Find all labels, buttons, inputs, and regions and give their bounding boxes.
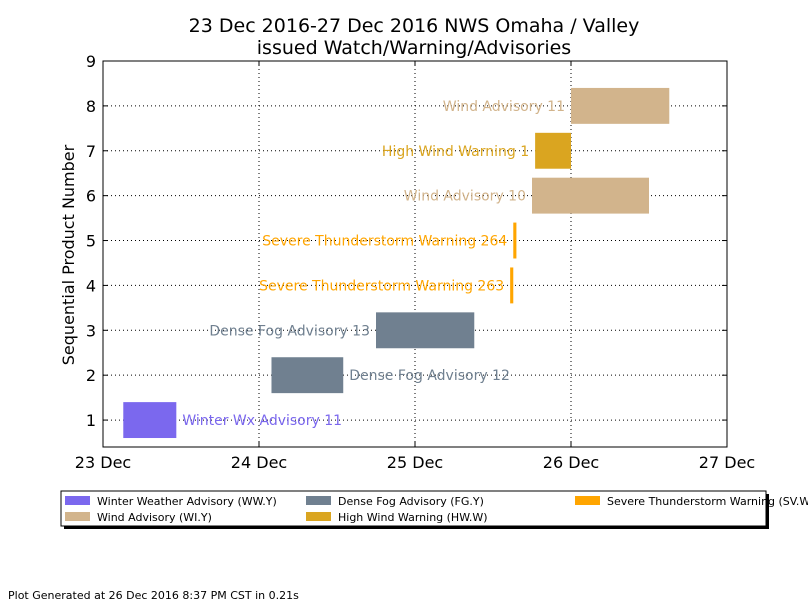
- chart-title-line2: issued Watch/Warning/Advisories: [257, 37, 571, 59]
- x-tick-label: 24 Dec: [231, 453, 287, 472]
- legend-swatch: [575, 496, 600, 505]
- y-tick-label: 2: [86, 366, 96, 385]
- legend: Winter Weather Advisory (WW.Y) Dense Fog …: [60, 490, 808, 529]
- y-tick-label: 4: [86, 276, 96, 295]
- product-bar: [571, 87, 670, 124]
- y-tick-label: 1: [86, 411, 96, 430]
- legend-label: Winter Weather Advisory (WW.Y): [97, 495, 277, 508]
- chart-title-line1: 23 Dec 2016-27 Dec 2016 NWS Omaha / Vall…: [189, 15, 640, 37]
- product-bar: [532, 177, 649, 214]
- product-label: Dense Fog Advisory 12: [349, 368, 510, 384]
- legend-swatch: [306, 496, 331, 505]
- product-bar: [376, 312, 475, 349]
- product-bar: [271, 357, 344, 394]
- product-label: Wind Advisory 10: [404, 189, 526, 205]
- product-label: Dense Fog Advisory 13: [209, 323, 370, 339]
- y-tick-label: 7: [86, 142, 96, 161]
- product-bar: [510, 267, 514, 304]
- y-tick-label: 9: [86, 52, 96, 71]
- legend-label: Wind Advisory (WI.Y): [97, 511, 212, 524]
- legend-frame: [60, 490, 767, 527]
- legend-swatch: [65, 496, 90, 505]
- product-label: Severe Thunderstorm Warning 263: [259, 278, 504, 294]
- y-axis-label: Sequential Product Number: [59, 144, 78, 365]
- y-tick-label: 3: [86, 321, 96, 340]
- product-bar: [535, 132, 571, 169]
- ticks-layer: 23 Dec 24 Dec 25 Dec 26 Dec 27 Dec 1 2 3 4 5 6 7 8 9: [75, 52, 755, 472]
- bar-labels-layer: Winter Wx Advisory 11 Dense Fog Advisory …: [182, 99, 565, 429]
- product-label: Severe Thunderstorm Warning 264: [262, 234, 507, 250]
- product-label: Wind Advisory 11: [443, 99, 565, 115]
- legend-label: Dense Fog Advisory (FG.Y): [338, 495, 484, 508]
- legend-swatch: [306, 512, 331, 521]
- x-tick-label: 26 Dec: [543, 453, 599, 472]
- bars-layer: [123, 87, 670, 439]
- x-tick-label: 25 Dec: [387, 453, 443, 472]
- legend-label: High Wind Warning (HW.W): [338, 511, 487, 524]
- footer-note: Plot Generated at 26 Dec 2016 8:37 PM CS…: [8, 589, 299, 602]
- product-label: Winter Wx Advisory 11: [182, 413, 342, 429]
- product-bar: [123, 402, 177, 439]
- legend-label: Severe Thunderstorm Warning (SV.W): [607, 495, 808, 508]
- x-tick-label: 27 Dec: [699, 453, 755, 472]
- product-bar: [513, 222, 517, 259]
- y-tick-label: 8: [86, 97, 96, 116]
- product-label: High Wind Warning 1: [382, 144, 529, 160]
- y-tick-label: 6: [86, 187, 96, 206]
- x-tick-label: 23 Dec: [75, 453, 131, 472]
- legend-swatch: [65, 512, 90, 521]
- y-tick-label: 5: [86, 232, 96, 251]
